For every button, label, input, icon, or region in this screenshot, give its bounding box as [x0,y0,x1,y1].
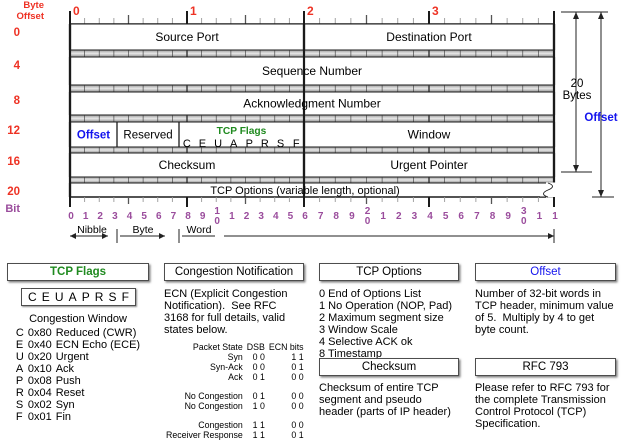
svg-text:7: 7 [318,211,324,222]
svg-text:R: R [261,138,269,150]
svg-text:Nibble: Nibble [77,224,107,236]
svg-text:9: 9 [349,211,355,222]
svg-text:Checksum: Checksum [159,158,216,172]
svg-text:0: 0 [214,216,220,227]
svg-text:1: 1 [537,211,543,222]
svg-text:4: 4 [273,211,279,222]
svg-text:1: 1 [83,211,89,222]
svg-text:2: 2 [97,211,103,222]
svg-text:3: 3 [112,211,118,222]
svg-text:8: 8 [333,211,339,222]
svg-text:Offset: Offset [584,112,617,124]
svg-text:5: 5 [288,211,294,222]
svg-text:4: 4 [427,211,433,222]
svg-text:Byte: Byte [132,224,153,236]
svg-text:0: 0 [73,4,80,18]
svg-text:U: U [214,138,222,150]
svg-text:Offset: Offset [17,11,45,22]
svg-text:E: E [199,138,206,150]
svg-text:Word: Word [187,224,212,236]
svg-text:A: A [230,138,238,150]
svg-text:0: 0 [365,216,371,227]
svg-text:Bytes: Bytes [563,90,592,102]
svg-text:1: 1 [380,211,386,222]
svg-text:8: 8 [14,95,21,107]
svg-text:F: F [293,138,300,150]
svg-text:TCP Flags: TCP Flags [217,126,267,137]
svg-text:3: 3 [432,4,439,18]
svg-text:Offset: Offset [77,130,110,142]
svg-text:S: S [277,138,284,150]
svg-text:3: 3 [412,211,418,222]
svg-text:0: 0 [14,27,20,39]
svg-text:6: 6 [458,211,464,222]
svg-text:1: 1 [190,4,197,18]
svg-text:Window: Window [408,128,451,142]
svg-text:20: 20 [7,186,20,198]
svg-text:Source Port: Source Port [155,30,219,44]
svg-text:9: 9 [505,211,511,222]
svg-text:C: C [183,138,191,150]
svg-text:TCP Options (variable length,: TCP Options (variable length, optional) [210,185,399,197]
svg-text:4: 4 [14,60,21,72]
svg-text:8: 8 [490,211,496,222]
svg-text:12: 12 [7,125,20,137]
svg-text:0: 0 [521,216,527,227]
svg-text:8: 8 [185,211,191,222]
svg-text:16: 16 [7,156,20,168]
svg-text:Urgent Pointer: Urgent Pointer [390,158,467,172]
svg-text:0: 0 [68,211,74,222]
svg-text:9: 9 [200,211,206,222]
svg-text:5: 5 [443,211,449,222]
svg-text:1: 1 [552,211,558,222]
svg-text:P: P [246,138,253,150]
svg-text:5: 5 [141,211,147,222]
svg-text:2: 2 [307,4,314,18]
svg-text:7: 7 [474,211,480,222]
svg-text:1: 1 [229,211,235,222]
svg-text:4: 4 [127,211,133,222]
svg-text:20: 20 [571,78,584,90]
svg-text:2: 2 [244,211,250,222]
svg-text:7: 7 [171,211,177,222]
svg-text:6: 6 [156,211,162,222]
svg-text:Destination Port: Destination Port [386,30,472,44]
svg-text:Reserved: Reserved [123,130,172,142]
svg-text:Sequence Number: Sequence Number [262,64,362,78]
svg-text:6: 6 [302,211,308,222]
svg-text:Byte: Byte [23,0,44,11]
svg-text:3: 3 [258,211,264,222]
svg-text:Acknowledgment Number: Acknowledgment Number [243,97,380,111]
svg-text:Bit: Bit [5,203,20,215]
svg-text:2: 2 [396,211,402,222]
